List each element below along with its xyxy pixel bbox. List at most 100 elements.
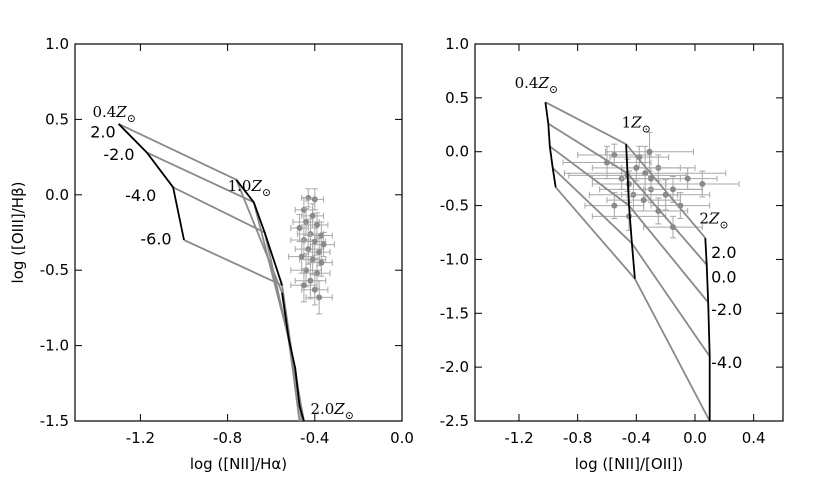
data-point: [305, 280, 333, 315]
x-axis-label: log ([NII]/[OII]): [575, 455, 684, 473]
data-marker: [670, 186, 676, 193]
data-marker: [305, 246, 312, 253]
x-tick-label: 0.0: [683, 429, 707, 447]
x-tick-label: -1.2: [126, 429, 155, 447]
data-point: [665, 170, 740, 198]
data-marker: [309, 212, 316, 219]
data-point: [294, 197, 314, 223]
ionization-label: -2.0: [103, 145, 134, 164]
data-point: [301, 203, 325, 229]
y-tick-label: 1.0: [445, 35, 469, 53]
data-point: [591, 154, 681, 182]
data-point: [294, 262, 327, 300]
data-marker: [684, 175, 691, 182]
ionization-label: -6.0: [140, 230, 171, 249]
ionization-label: 2.0: [711, 243, 736, 262]
data-point: [301, 274, 329, 306]
data-marker: [313, 221, 320, 228]
data-marker: [611, 202, 618, 209]
y-tick-label: -1.0: [40, 337, 69, 355]
metallicity-label: 1Z⊙: [622, 114, 651, 136]
data-point: [563, 145, 727, 201]
data-point: [305, 188, 325, 211]
right-panel-nii-oii: -1.2 -0.8 -0.4 0.0 0.4 1.0 0.5 0.0 -0.5 -1.0 -1.5 -…: [440, 35, 784, 473]
data-point: [628, 197, 689, 225]
ionization-label: -4.0: [125, 186, 156, 205]
data-marker: [311, 196, 318, 203]
y-tick-label: -0.5: [440, 197, 469, 215]
metallicity-label: 0.4Z⊙: [92, 103, 136, 125]
x-axis-label: log ([NII]/Hα): [190, 455, 287, 473]
metallicity-track: [117, 123, 185, 241]
data-point: [605, 131, 695, 172]
metallicity-track: [544, 102, 557, 188]
ionization-label: -2.0: [711, 300, 742, 319]
y-tick-label: -2.5: [440, 412, 469, 430]
data-marker: [611, 151, 618, 158]
ionization-track: [555, 186, 711, 421]
x-tick-label: -0.8: [563, 429, 592, 447]
data-point: [290, 268, 318, 303]
plot-area: [117, 123, 335, 421]
data-point: [584, 192, 645, 219]
y-tick-label: 0.5: [445, 89, 469, 107]
x-tick-label: -1.2: [504, 429, 533, 447]
data-marker: [633, 164, 640, 171]
metallicity-track: [281, 292, 305, 421]
data-point: [294, 233, 322, 265]
data-marker: [646, 148, 653, 155]
data-marker: [296, 224, 303, 231]
plot-area: [544, 101, 740, 421]
plot-frame: [74, 43, 403, 422]
metallicity-track: [235, 179, 283, 286]
x-tick-label: 0.4: [742, 429, 766, 447]
data-point: [288, 239, 316, 274]
data-marker: [303, 218, 310, 225]
data-marker: [320, 241, 327, 248]
ionization-label: -4.0: [711, 353, 742, 372]
metallicity-label: 0.4Z⊙: [515, 74, 559, 96]
metallicity-label: 1.0Z⊙: [228, 177, 272, 199]
data-point: [562, 145, 652, 180]
data-marker: [626, 181, 632, 188]
left-panel-nii-ha: -1.2 -0.8 -0.4 0.0 1.0 0.5 0.0 -0.5 -1.0 -1.5 log …: [9, 35, 414, 473]
y-tick-label: 0.5: [45, 110, 69, 128]
data-marker: [648, 175, 654, 182]
metallicity-label: 2.0Z⊙: [310, 400, 354, 422]
metallicity-track: [625, 144, 636, 279]
data-marker: [699, 181, 706, 188]
plot-frame: [474, 43, 784, 422]
data-marker: [311, 286, 318, 293]
y-tick-label: -1.0: [440, 250, 469, 268]
data-marker: [316, 249, 323, 256]
data-point: [312, 232, 335, 258]
metallicity-label: 2Z⊙: [699, 209, 728, 231]
y-axis-label: log ([OIII]/Hβ): [9, 181, 27, 283]
y-tick-label: 0.0: [45, 186, 69, 204]
x-tick-label: -0.8: [213, 429, 242, 447]
y-tick-label: -1.5: [440, 304, 469, 322]
data-marker: [307, 277, 314, 284]
data-marker: [316, 294, 323, 301]
data-marker: [642, 170, 649, 177]
data-marker: [300, 282, 307, 289]
data-marker: [298, 253, 305, 260]
y-tick-label: -1.5: [40, 412, 69, 430]
x-tick-label: 0.0: [390, 429, 414, 447]
y-tick-label: -2.0: [440, 358, 469, 376]
x-tick-label: -0.4: [300, 429, 329, 447]
ionization-label: 2.0: [90, 122, 115, 141]
data-marker: [311, 238, 318, 245]
data-marker: [318, 259, 325, 266]
y-tick-label: -0.5: [40, 261, 69, 279]
data-point: [609, 145, 670, 169]
x-tick-label: -0.4: [622, 429, 651, 447]
y-tick-label: 0.0: [445, 143, 469, 161]
y-tick-label: 1.0: [45, 35, 69, 53]
metallicity-track: [704, 237, 711, 421]
ionization-label: 0.0: [711, 268, 736, 287]
data-marker: [318, 232, 325, 239]
data-point: [292, 207, 320, 237]
ionization-track: [146, 151, 303, 421]
